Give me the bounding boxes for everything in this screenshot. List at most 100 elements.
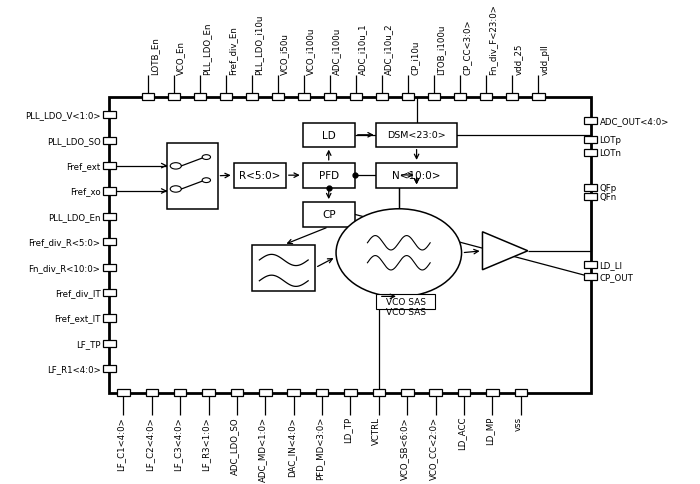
Text: ADC_i100u: ADC_i100u	[332, 27, 341, 75]
Text: CP: CP	[322, 210, 335, 220]
Bar	[259, 389, 272, 396]
Bar	[174, 389, 186, 396]
Bar	[103, 340, 116, 347]
Bar	[376, 294, 435, 309]
Text: Fref_div_IT: Fref_div_IT	[55, 288, 100, 298]
Bar	[377, 123, 456, 148]
Text: PLL_LDO_SO: PLL_LDO_SO	[47, 136, 100, 145]
Bar	[167, 94, 180, 101]
Text: VCO SAS: VCO SAS	[386, 307, 426, 316]
Text: LF_R3<1:0>: LF_R3<1:0>	[202, 416, 211, 470]
Text: LD: LD	[322, 131, 335, 140]
Text: QFp: QFp	[600, 184, 617, 193]
Text: DAC_IN<4:0>: DAC_IN<4:0>	[287, 416, 296, 476]
Bar	[103, 264, 116, 271]
Bar	[372, 389, 385, 396]
Text: PFD_MD<3:0>: PFD_MD<3:0>	[315, 416, 324, 479]
Bar	[302, 123, 355, 148]
Text: Fref_ext_IT: Fref_ext_IT	[54, 314, 100, 323]
Text: LOTn: LOTn	[600, 149, 622, 158]
Bar	[103, 112, 116, 119]
Bar	[103, 213, 116, 221]
Text: ADC_i10u_1: ADC_i10u_1	[358, 23, 367, 75]
Text: LD_LI: LD_LI	[600, 261, 622, 270]
Bar	[584, 273, 597, 281]
Text: Fref_div_En: Fref_div_En	[228, 26, 237, 75]
Bar	[272, 94, 284, 101]
Bar	[253, 245, 315, 291]
Text: PLL_LDO_i10u: PLL_LDO_i10u	[254, 14, 263, 75]
Text: Fref_div_R<5:0>: Fref_div_R<5:0>	[29, 238, 100, 247]
Bar	[458, 389, 470, 396]
Text: LD_ACC: LD_ACC	[457, 416, 466, 450]
Bar	[231, 389, 243, 396]
Bar	[103, 239, 116, 246]
Text: Fref_ext: Fref_ext	[66, 162, 100, 171]
Bar	[298, 94, 310, 101]
Text: LF_C1<4:0>: LF_C1<4:0>	[116, 416, 125, 470]
Bar	[302, 164, 355, 188]
Text: PLL_LDO_En: PLL_LDO_En	[48, 212, 100, 221]
Bar	[316, 389, 328, 396]
Text: Fref_xo: Fref_xo	[70, 187, 100, 196]
Bar	[103, 137, 116, 145]
Text: LTOB_i100u: LTOB_i100u	[436, 24, 445, 75]
Circle shape	[202, 179, 211, 183]
Text: LD_MP: LD_MP	[486, 416, 494, 444]
Bar	[117, 389, 130, 396]
Text: VCO_CC<2:0>: VCO_CC<2:0>	[429, 416, 438, 479]
Bar	[584, 194, 597, 201]
Bar	[532, 94, 545, 101]
Text: LD_TP: LD_TP	[344, 416, 353, 442]
Bar	[302, 203, 355, 227]
Polygon shape	[482, 232, 528, 270]
Bar	[103, 163, 116, 170]
Text: DSM<23:0>: DSM<23:0>	[387, 131, 446, 140]
Text: CP_OUT: CP_OUT	[600, 272, 634, 282]
Bar	[350, 94, 363, 101]
Bar	[103, 315, 116, 322]
Bar	[401, 389, 414, 396]
Bar	[202, 389, 215, 396]
Text: CP_i10u: CP_i10u	[410, 40, 419, 75]
Bar	[480, 94, 493, 101]
Text: VCO_i100u: VCO_i100u	[306, 27, 315, 75]
Bar	[194, 94, 206, 101]
Text: Fn_div_R<10:0>: Fn_div_R<10:0>	[29, 263, 100, 272]
Bar	[486, 389, 498, 396]
Bar	[103, 289, 116, 297]
Bar	[141, 94, 154, 101]
Text: LF_C2<4:0>: LF_C2<4:0>	[145, 416, 154, 470]
Text: ADC_i10u_2: ADC_i10u_2	[384, 23, 393, 75]
Text: PFD: PFD	[318, 171, 339, 181]
Bar	[246, 94, 258, 101]
Bar	[584, 184, 597, 192]
Bar	[584, 136, 597, 144]
Text: ADC_OUT<4:0>: ADC_OUT<4:0>	[600, 117, 669, 126]
Circle shape	[170, 186, 181, 193]
Bar	[377, 164, 456, 188]
Bar	[376, 94, 389, 101]
Text: R<5:0>: R<5:0>	[239, 171, 281, 181]
Bar	[584, 150, 597, 157]
Ellipse shape	[336, 210, 461, 297]
Bar	[103, 365, 116, 373]
Text: PLL_LDO_V<1:0>: PLL_LDO_V<1:0>	[25, 111, 100, 120]
Circle shape	[170, 163, 181, 170]
Bar	[584, 262, 597, 269]
Bar	[506, 94, 519, 101]
Text: PLL_LDO_En: PLL_LDO_En	[202, 22, 211, 75]
Bar	[454, 94, 466, 101]
Bar	[103, 188, 116, 195]
Text: N<10:0>: N<10:0>	[392, 171, 441, 181]
Text: VCTRL: VCTRL	[372, 416, 381, 444]
Text: LOTB_En: LOTB_En	[150, 37, 159, 75]
Text: vdd_25: vdd_25	[514, 43, 524, 75]
Text: CP_CC<3:0>: CP_CC<3:0>	[462, 19, 471, 75]
Bar	[167, 143, 218, 210]
Bar	[220, 94, 232, 101]
Text: ADC_MD<1:0>: ADC_MD<1:0>	[258, 416, 267, 481]
Text: VCO SAS: VCO SAS	[386, 297, 426, 306]
Text: VCO_i50u: VCO_i50u	[280, 32, 289, 75]
Bar	[584, 118, 597, 125]
